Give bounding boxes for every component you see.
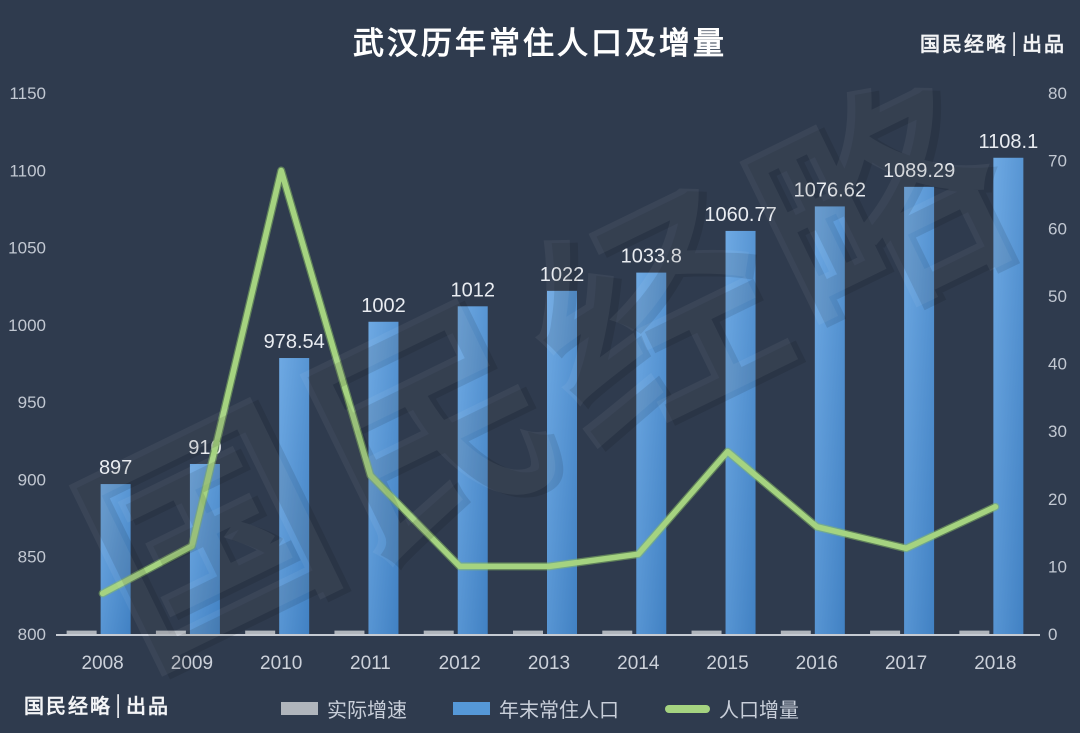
right-axis-tick-70: 70 bbox=[1048, 152, 1067, 171]
left-axis-tick-1000: 1000 bbox=[8, 316, 46, 335]
value-label-2016: 1076.62 bbox=[794, 179, 866, 201]
x-axis-label-2008: 2008 bbox=[81, 653, 123, 674]
population-swatch-icon bbox=[453, 702, 490, 715]
left-axis-tick-900: 900 bbox=[18, 470, 46, 489]
right-axis-tick-10: 10 bbox=[1048, 557, 1067, 576]
value-label-2008: 897 bbox=[99, 457, 132, 479]
left-axis-tick-950: 950 bbox=[18, 393, 46, 412]
right-axis-tick-80: 80 bbox=[1048, 84, 1067, 103]
value-label-2018: 1108.1 bbox=[979, 131, 1039, 153]
growth-rate-bar-2017 bbox=[870, 630, 901, 634]
population-bar-2016 bbox=[814, 206, 845, 635]
right-axis-tick-0: 0 bbox=[1048, 625, 1057, 644]
population-bar-2013 bbox=[547, 290, 577, 634]
value-label-2011: 1002 bbox=[361, 295, 406, 317]
brand-top-right: 国民经略│出品 bbox=[919, 32, 1066, 56]
right-axis-tick-40: 40 bbox=[1048, 355, 1067, 374]
x-axis-label-2017: 2017 bbox=[885, 653, 927, 674]
value-label-2015: 1060.77 bbox=[704, 204, 776, 226]
growth-rate-bar-2010 bbox=[245, 630, 276, 634]
population-bar-2018 bbox=[993, 157, 1024, 634]
population-bar-2012 bbox=[457, 306, 488, 634]
growth-rate-bar-2011 bbox=[334, 630, 365, 634]
value-label-2010: 978.54 bbox=[264, 331, 325, 353]
x-axis-label-2011: 2011 bbox=[350, 653, 391, 674]
value-label-2013: 1022 bbox=[540, 264, 585, 286]
legend-item-population: 年末常住人口 bbox=[453, 694, 619, 723]
growth-rate-bar-2016 bbox=[780, 630, 811, 634]
population-bar-2015 bbox=[725, 230, 756, 635]
legend-label-increment: 人口增量 bbox=[719, 700, 799, 722]
population-bar-2014 bbox=[636, 272, 667, 634]
left-axis-tick-800: 800 bbox=[18, 625, 46, 644]
left-axis-tick-1150: 1150 bbox=[9, 84, 46, 103]
x-axis-label-2009: 2009 bbox=[171, 653, 213, 674]
left-axis-tick-850: 850 bbox=[18, 548, 46, 567]
x-axis-label-2016: 2016 bbox=[796, 653, 838, 674]
growth-rate-bar-2008 bbox=[66, 630, 97, 634]
growth-rate-bar-2009 bbox=[155, 630, 186, 634]
growth-rate-bar-2018 bbox=[959, 630, 990, 634]
value-label-2014: 1033.8 bbox=[621, 246, 682, 268]
growth-rate-bar-2014 bbox=[602, 630, 633, 634]
right-axis-tick-60: 60 bbox=[1048, 219, 1067, 238]
x-axis-label-2018: 2018 bbox=[974, 653, 1016, 674]
left-axis-tick-1050: 1050 bbox=[8, 239, 46, 258]
value-label-2012: 1012 bbox=[450, 279, 495, 301]
legend-item-growth-rate: 实际增速 bbox=[281, 694, 407, 723]
population-bar-2017 bbox=[904, 186, 935, 634]
population-bar-2008 bbox=[100, 484, 131, 634]
x-axis-label-2012: 2012 bbox=[439, 653, 481, 674]
right-axis-tick-20: 20 bbox=[1048, 490, 1067, 509]
x-axis-label-2014: 2014 bbox=[617, 653, 660, 674]
x-axis-label-2015: 2015 bbox=[706, 653, 748, 674]
growth-rate-bar-2015 bbox=[691, 630, 722, 634]
growth-rate-swatch-icon bbox=[281, 702, 318, 715]
right-axis-tick-50: 50 bbox=[1048, 287, 1067, 306]
legend-label-population: 年末常住人口 bbox=[499, 700, 619, 722]
population-bar-2010 bbox=[279, 358, 310, 634]
increment-line-swatch-icon bbox=[665, 704, 710, 713]
chart-title: 武汉历年常住人口及增量 bbox=[353, 26, 727, 61]
growth-rate-bar-2013 bbox=[513, 630, 543, 634]
value-label-2017: 1089.29 bbox=[883, 160, 955, 182]
x-axis-label-2013: 2013 bbox=[528, 653, 570, 674]
left-axis-tick-1100: 1100 bbox=[9, 161, 46, 180]
legend-item-increment: 人口增量 bbox=[665, 694, 799, 723]
growth-rate-bar-2012 bbox=[423, 630, 454, 634]
right-axis-tick-30: 30 bbox=[1048, 422, 1067, 441]
legend-label-growth-rate: 实际增速 bbox=[327, 700, 407, 722]
x-axis-label-2010: 2010 bbox=[260, 653, 302, 674]
increment-line bbox=[99, 167, 999, 597]
legend: 实际增速 年末常住人口 人口增量 bbox=[0, 694, 1080, 723]
brand-bottom-left: 国民经略│出品 bbox=[24, 694, 171, 718]
